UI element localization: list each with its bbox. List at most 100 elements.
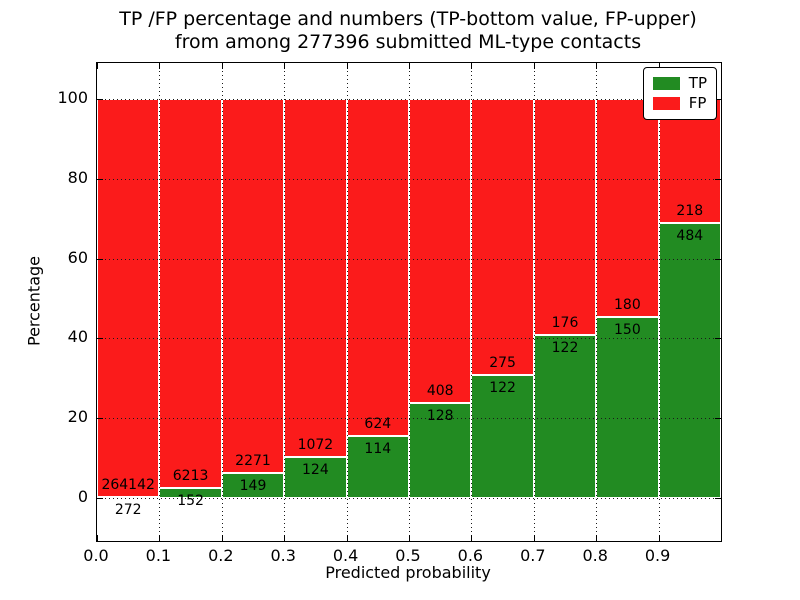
fp-bar-segment bbox=[221, 98, 285, 474]
tp-bar-segment bbox=[596, 316, 659, 498]
fp-bar-segment bbox=[471, 98, 534, 376]
x-tick-label: 0.5 bbox=[395, 546, 421, 565]
y-tick-label: 40 bbox=[67, 327, 88, 347]
x-tickmark-top bbox=[221, 63, 223, 69]
x-axis-label: Predicted probability bbox=[325, 563, 491, 582]
legend: TP FP bbox=[642, 67, 717, 120]
tp-count-label: 124 bbox=[302, 461, 329, 478]
x-tickmark-top bbox=[97, 63, 98, 69]
y-tick-label: 100 bbox=[57, 87, 88, 107]
fp-bar-segment bbox=[346, 98, 409, 437]
v-gridline bbox=[284, 63, 286, 541]
bars-layer bbox=[97, 63, 721, 541]
y-tickmark-left bbox=[97, 497, 103, 499]
x-tickmark-top bbox=[284, 63, 286, 69]
fp-bar-segment bbox=[97, 98, 160, 498]
fp-color-swatch-icon bbox=[652, 97, 680, 110]
x-tickmark-top bbox=[596, 63, 598, 69]
tp-count-label: 150 bbox=[614, 321, 641, 338]
fp-bar-segment bbox=[409, 98, 472, 403]
tp-color-swatch-icon bbox=[652, 77, 680, 90]
y-tickmark-right bbox=[715, 338, 721, 340]
y-tickmark-right bbox=[715, 258, 721, 260]
fp-count-label: 2271 bbox=[235, 453, 271, 470]
chart-title-line1: TP /FP percentage and numbers (TP-bottom… bbox=[119, 8, 697, 30]
y-tickmark-right bbox=[715, 178, 721, 180]
legend-entry-fp: FP bbox=[652, 94, 707, 112]
tp-count-label: 272 bbox=[114, 502, 142, 519]
y-tick-label: 80 bbox=[67, 167, 88, 187]
x-tick-label: 0.7 bbox=[520, 546, 546, 565]
v-gridline bbox=[658, 63, 660, 541]
plot-area: 264142 272 6213 152 2271 149 1072 124 624 114 408 1… bbox=[96, 62, 722, 542]
x-tickmark-bottom bbox=[159, 535, 161, 541]
fp-bar-segment bbox=[596, 98, 659, 317]
x-tickmark-top bbox=[346, 63, 348, 69]
y-tickmark-right bbox=[715, 418, 721, 420]
fp-count-label: 6213 bbox=[172, 468, 209, 485]
x-tickmark-top bbox=[159, 63, 161, 69]
fp-count-label: 624 bbox=[364, 416, 392, 433]
tp-count-label: 149 bbox=[239, 478, 267, 495]
fp-bar-segment bbox=[284, 98, 347, 457]
fp-count-label: 264142 bbox=[101, 477, 155, 494]
x-tick-label: 0.9 bbox=[644, 546, 671, 565]
x-tick-label: 0.2 bbox=[208, 546, 234, 565]
x-tickmark-bottom bbox=[97, 535, 98, 541]
x-tick-label: 0.3 bbox=[270, 546, 296, 565]
x-tickmark-bottom bbox=[658, 535, 660, 541]
fp-bar-segment bbox=[533, 98, 597, 335]
x-tick-label: 0.4 bbox=[332, 546, 359, 565]
v-gridline bbox=[409, 63, 410, 541]
tp-count-label: 122 bbox=[551, 339, 579, 356]
tp-bar-segment bbox=[221, 473, 285, 498]
x-tick-label: 0.8 bbox=[582, 546, 608, 565]
tp-bar-segment bbox=[471, 375, 534, 498]
fp-count-label: 218 bbox=[676, 202, 704, 219]
fp-count-label: 1072 bbox=[297, 436, 334, 453]
y-tick-label: 20 bbox=[67, 407, 88, 427]
tp-count-label: 114 bbox=[364, 441, 392, 458]
fp-count-label: 180 bbox=[614, 296, 641, 313]
x-tickmark-bottom bbox=[284, 535, 286, 541]
y-tickmark-left bbox=[97, 418, 103, 420]
x-tickmark-bottom bbox=[409, 535, 410, 541]
tp-count-label: 484 bbox=[676, 227, 704, 244]
fp-bar-segment bbox=[159, 98, 222, 489]
tp-bar-segment bbox=[658, 222, 721, 498]
y-tick-label: 0 bbox=[77, 486, 88, 506]
x-tick-label: 0.1 bbox=[145, 546, 172, 565]
x-tickmark-bottom bbox=[346, 535, 348, 541]
bar-labels-layer: 264142 272 6213 152 2271 149 1072 124 624 114 408 1… bbox=[97, 63, 721, 541]
chart-title: TP /FP percentage and numbers (TP-bottom… bbox=[96, 8, 720, 54]
v-gridline bbox=[533, 63, 535, 541]
x-tick-label: 0.6 bbox=[457, 546, 484, 565]
y-tickmark-left bbox=[97, 338, 103, 340]
legend-label-fp: FP bbox=[688, 94, 707, 112]
x-tickmark-bottom bbox=[471, 535, 473, 541]
v-gridline bbox=[159, 63, 161, 541]
y-tickmark-left bbox=[97, 98, 103, 100]
x-tickmark-bottom bbox=[533, 535, 535, 541]
legend-entry-tp: TP bbox=[652, 74, 707, 92]
legend-label-tp: TP bbox=[688, 74, 707, 92]
fp-count-label: 275 bbox=[489, 355, 516, 372]
chart-title-line2: from among 277396 submitted ML-type cont… bbox=[174, 31, 642, 53]
v-gridline bbox=[346, 63, 348, 541]
x-tickmark-bottom bbox=[221, 535, 223, 541]
tp-count-label: 122 bbox=[489, 380, 516, 397]
tp-count-label: 128 bbox=[426, 407, 454, 424]
tp-bar-segment bbox=[533, 334, 597, 498]
tick-marks-layer bbox=[97, 63, 721, 541]
y-tickmark-right bbox=[715, 98, 721, 100]
tp-count-label: 152 bbox=[177, 493, 204, 510]
x-tick-label: 0.0 bbox=[83, 546, 109, 565]
y-tickmark-right bbox=[715, 497, 721, 499]
y-tickmark-left bbox=[97, 178, 103, 180]
grid-layer bbox=[97, 63, 721, 541]
v-gridline bbox=[471, 63, 473, 541]
v-gridline bbox=[596, 63, 598, 541]
x-tickmark-top bbox=[471, 63, 473, 69]
v-gridline bbox=[221, 63, 223, 541]
